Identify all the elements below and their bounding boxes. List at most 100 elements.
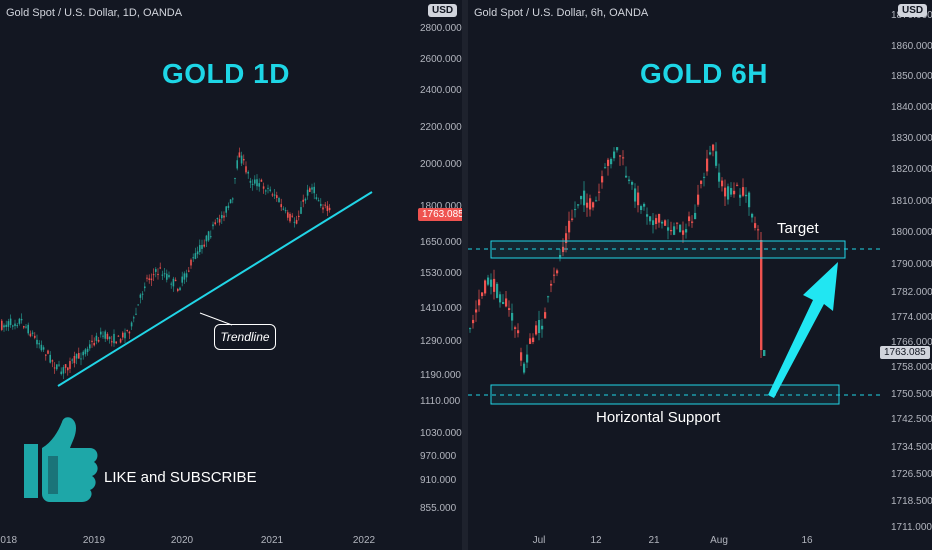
candle-body: [763, 350, 766, 356]
candle-body: [260, 179, 263, 182]
y-axis-tick: 1820.000: [891, 164, 932, 175]
candle-body: [75, 353, 78, 359]
y-axis-tick: 1711.000: [891, 522, 932, 533]
candle-body: [643, 203, 646, 207]
candle-body: [108, 336, 111, 340]
candle-body: [751, 213, 754, 218]
y-axis-tick: 855.000: [420, 503, 457, 514]
candle-body: [9, 318, 12, 326]
candle-body: [523, 363, 526, 373]
y-axis-tick: 1290.000: [420, 336, 462, 347]
y-axis-tick: 1734.500: [891, 442, 932, 453]
candle-body: [23, 326, 25, 328]
candle-body: [16, 325, 18, 327]
candle-body: [625, 175, 628, 178]
candle-body: [205, 235, 208, 242]
candle-body: [685, 229, 688, 233]
candle-body: [499, 294, 502, 303]
candle-body: [586, 202, 589, 208]
candle-body: [637, 192, 640, 206]
candle-body: [517, 330, 520, 334]
candle-body: [5, 324, 7, 327]
candle-body: [496, 283, 499, 298]
trendline-label: Trendline: [214, 324, 276, 350]
candle-body: [289, 213, 291, 222]
candle-body: [505, 298, 508, 307]
candle-body: [703, 176, 706, 178]
candle-body: [754, 223, 757, 228]
candle-body: [157, 273, 159, 275]
candle-body: [152, 274, 155, 276]
x-axis-tick: 21: [648, 535, 660, 546]
x-axis-tick: Jul: [533, 535, 546, 546]
candle-body: [520, 352, 523, 361]
candle-body: [607, 159, 610, 166]
y-axis-tick: 1800.000: [420, 201, 462, 212]
y-axis-tick: 1726.500: [891, 469, 932, 480]
candle-body: [166, 273, 168, 280]
candle-body: [317, 200, 320, 202]
candle-body: [265, 190, 267, 192]
candle-body: [117, 335, 120, 337]
x-axis-tick: 2021: [261, 535, 284, 546]
thumbs-up-icon: [24, 417, 98, 502]
candle-body: [592, 202, 595, 208]
candle-body: [658, 213, 661, 223]
candle-body: [236, 160, 238, 169]
candle-body: [610, 158, 613, 165]
candle-body: [487, 277, 490, 285]
candle-body: [133, 317, 135, 319]
candle-body: [122, 332, 124, 338]
candle-body: [240, 155, 243, 164]
candle-body: [27, 324, 29, 334]
y-axis-tick: 1850.000: [891, 71, 932, 82]
candle-body: [238, 152, 241, 158]
candle-body: [760, 240, 763, 350]
candle-body: [604, 167, 607, 169]
candle-body: [748, 192, 751, 208]
candle-body: [192, 257, 194, 259]
x-axis-tick: Aug: [710, 535, 728, 546]
candle-body: [221, 215, 223, 219]
y-axis-tick: 1410.000: [420, 303, 462, 314]
y-axis-tick: 1110.000: [420, 396, 461, 407]
candle-body: [574, 209, 577, 211]
candle-body: [661, 221, 664, 224]
candle-body: [302, 199, 304, 202]
trendline-callout-pointer: [199, 312, 233, 326]
candle-body: [170, 283, 172, 285]
candle-body: [267, 187, 269, 189]
candle-body: [188, 270, 190, 272]
candle-body: [320, 203, 322, 207]
candle-body: [631, 182, 634, 185]
candle-body: [676, 222, 679, 224]
candle-body: [628, 179, 631, 181]
candle-body: [49, 354, 51, 363]
candle-body: [1, 320, 3, 330]
like-subscribe-text: LIKE and SUBSCRIBE: [104, 469, 257, 486]
candle-body: [313, 186, 315, 194]
candle-body: [293, 221, 296, 223]
candle-body: [251, 183, 254, 185]
candle-body: [82, 351, 84, 356]
currency-badge[interactable]: USD: [428, 4, 458, 17]
candle-body: [234, 177, 236, 179]
y-axis-tick: 1840.000: [891, 102, 932, 113]
candle-body: [18, 318, 21, 324]
candle-body: [256, 179, 258, 187]
candle-body: [502, 301, 505, 305]
six-hour-chart-header: Gold Spot / U.S. Dollar, 6h, OANDA: [474, 7, 649, 19]
candle-body: [20, 318, 23, 321]
candle-body: [697, 194, 700, 205]
six-hour-chart-title: GOLD 6H: [640, 58, 768, 89]
six-hour-chart-canvas[interactable]: 1870.0001860.0001850.0001840.0001830.000…: [468, 0, 932, 550]
candle-body: [278, 198, 280, 203]
currency-badge[interactable]: USD: [898, 4, 928, 17]
daily-chart-canvas[interactable]: 2800.000 2600.000 2400.000 2200.000 2000.000…: [0, 0, 462, 550]
candle-body: [126, 329, 128, 331]
last-price-tag: 1763.085: [418, 208, 462, 221]
candle-body: [553, 274, 556, 276]
y-axis-tick: 1800.000: [891, 227, 932, 238]
candle-body: [3, 325, 5, 328]
candle-body: [532, 337, 535, 343]
